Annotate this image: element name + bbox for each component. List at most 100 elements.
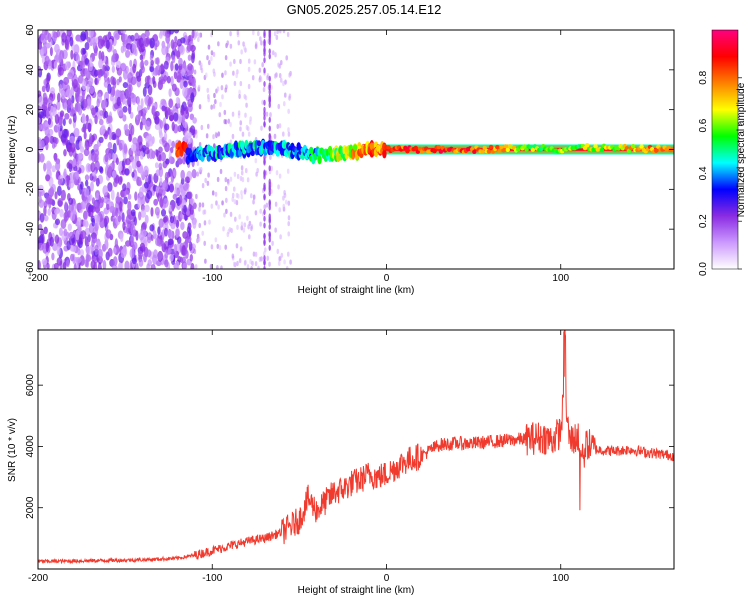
noise-cell: [41, 258, 48, 266]
noise-cell: [66, 175, 70, 187]
noise-cell: [99, 166, 104, 174]
noise-cell: [220, 265, 223, 269]
noise-cell: [263, 265, 266, 269]
noise-cell: [263, 259, 266, 266]
noise-cell: [263, 238, 266, 245]
noise-cell: [221, 94, 224, 100]
noise-cell: [285, 265, 289, 269]
noise-cell: [268, 199, 271, 206]
noise-cell: [266, 255, 270, 261]
noise-cell: [63, 102, 68, 111]
noise-cell: [107, 153, 112, 161]
noise-cell: [122, 69, 128, 80]
noise-cell: [198, 32, 201, 38]
noise-cell: [207, 97, 211, 103]
snr-x-tick-label: 100: [552, 573, 569, 584]
noise-cell: [63, 149, 67, 157]
noise-cell: [160, 152, 167, 162]
noise-cell: [114, 238, 119, 250]
noise-cell: [263, 106, 266, 113]
noise-cell: [38, 123, 43, 131]
noise-cell: [70, 141, 76, 153]
noise-cell: [170, 39, 175, 50]
noise-cell: [97, 264, 103, 269]
noise-cell: [160, 98, 167, 106]
noise-cell: [219, 168, 223, 175]
noise-cell: [180, 169, 185, 180]
noise-cell: [263, 251, 266, 257]
noise-cell: [76, 216, 82, 227]
noise-cell: [118, 76, 122, 83]
noise-cell: [69, 135, 75, 144]
noise-cell: [69, 36, 74, 47]
noise-cell: [152, 254, 158, 265]
noise-cell: [195, 133, 198, 139]
noise-cell: [89, 57, 93, 68]
noise-cell: [94, 114, 98, 125]
noise-cell: [138, 211, 142, 221]
spectrogram-y-tick-label: -20: [25, 182, 36, 197]
noise-cell: [145, 249, 152, 258]
noise-cell: [64, 61, 70, 71]
noise-cell: [259, 76, 263, 82]
noise-cell: [52, 243, 58, 252]
noise-cell: [260, 256, 263, 262]
carrier-cell: [495, 144, 500, 150]
noise-cell: [43, 43, 47, 54]
noise-cell: [167, 107, 171, 116]
noise-cell: [188, 74, 193, 83]
noise-cell: [54, 43, 60, 53]
noise-cell: [61, 32, 67, 43]
noise-cell: [240, 194, 244, 200]
noise-cell: [90, 181, 94, 192]
carrier-cell: [488, 144, 494, 150]
noise-cell: [130, 34, 135, 42]
noise-cell: [268, 75, 271, 82]
noise-cell: [45, 109, 50, 118]
noise-cell: [198, 167, 202, 173]
noise-cell: [276, 248, 280, 254]
noise-cell: [273, 73, 277, 79]
noise-cell: [172, 193, 178, 200]
noise-cell: [144, 30, 150, 38]
noise-cell: [263, 114, 266, 121]
noise-cell: [253, 59, 257, 65]
noise-cell: [192, 202, 197, 210]
noise-cell: [125, 49, 131, 58]
noise-cell: [266, 75, 269, 81]
noise-cell: [117, 215, 122, 223]
noise-cell: [287, 215, 291, 221]
noise-cell: [64, 201, 68, 211]
noise-cell: [125, 240, 131, 247]
noise-cell: [236, 30, 240, 36]
noise-cell: [214, 191, 218, 197]
noise-cell: [235, 243, 239, 249]
noise-cell: [144, 75, 150, 85]
noise-cell: [155, 186, 159, 194]
noise-cell: [112, 151, 117, 162]
noise-cell: [164, 171, 169, 182]
noise-cell: [221, 200, 224, 206]
noise-cell: [131, 43, 137, 55]
noise-cell: [184, 176, 190, 184]
noise-cell: [278, 256, 281, 262]
noise-cell: [49, 186, 55, 198]
noise-cell: [286, 31, 290, 38]
noise-cell: [198, 104, 202, 110]
noise-cell: [143, 37, 150, 47]
noise-cell: [42, 101, 48, 111]
noise-cell: [85, 245, 92, 256]
noise-cell: [268, 244, 271, 251]
noise-cell: [224, 177, 228, 183]
noise-cell: [120, 93, 124, 103]
noise-cell: [190, 92, 195, 103]
noise-cell: [236, 173, 240, 180]
noise-cell: [279, 234, 282, 240]
noise-cell: [84, 42, 90, 51]
noise-cell: [180, 108, 185, 116]
noise-cell: [152, 230, 157, 239]
noise-cell: [288, 93, 292, 99]
noise-cell: [278, 30, 282, 34]
noise-cell: [204, 72, 208, 78]
noise-cell: [278, 73, 282, 79]
